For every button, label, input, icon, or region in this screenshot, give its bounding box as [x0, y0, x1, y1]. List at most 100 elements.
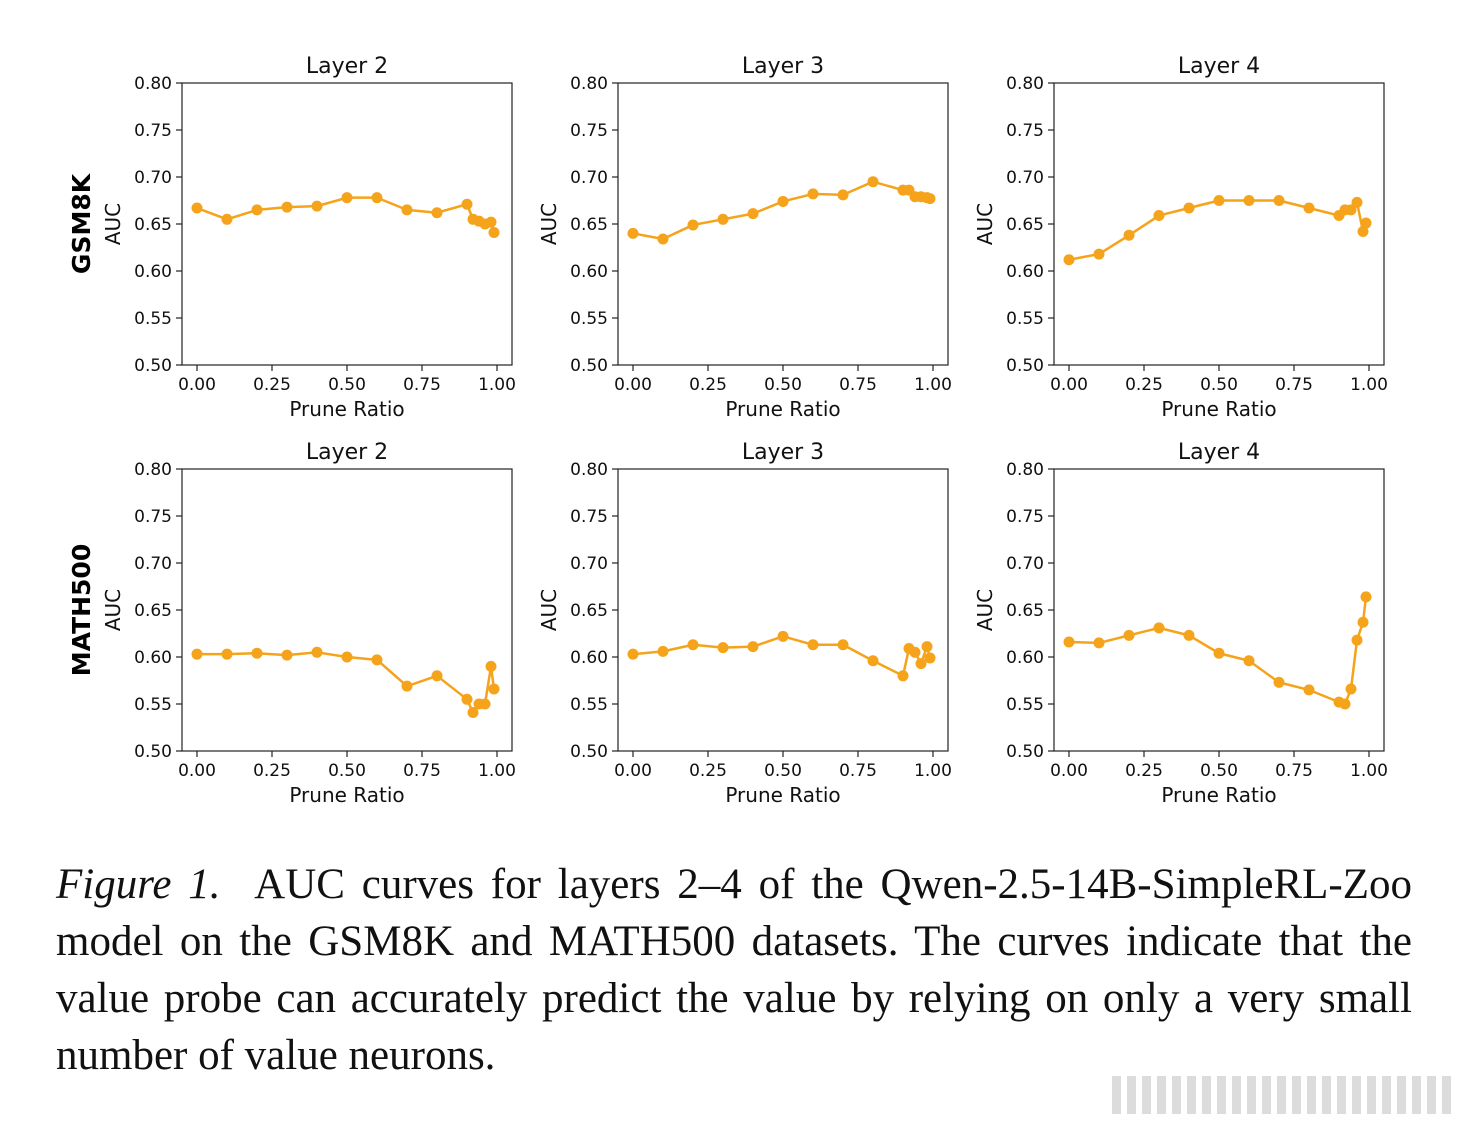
panel-1-data-point: [371, 192, 383, 204]
panel-6-ytick-label: 0.70: [1006, 554, 1044, 574]
panel-1-data-point: [431, 207, 443, 219]
row-label-math500: MATH500: [67, 544, 96, 676]
panel-2-ytick-label: 0.60: [570, 262, 608, 282]
panel-1-xtick-label: 0.50: [328, 375, 366, 395]
panel-5-xtick-label: 0.25: [689, 761, 727, 781]
panel-5-frame: [617, 468, 949, 752]
caption-text: AUC curves for layers 2–4 of the Qwen-2.…: [56, 861, 1413, 1079]
panel-5-ytick-label: 0.55: [570, 695, 608, 715]
panel-1-data-point: [251, 204, 263, 216]
panel-3-ytick-label: 0.55: [1006, 309, 1044, 329]
panel-2-data-point: [747, 208, 759, 220]
figure-chart-grid: GSM8K MATH500 Layer 2 0.50 0.55 0.60 0.65 0.7…: [67, 54, 1388, 807]
panel-6-xlabel: Prune Ratio: [1161, 783, 1276, 807]
panel-3-frame: [1053, 82, 1385, 366]
panel-1-ylabel: AUC: [101, 203, 125, 245]
panel-6-data-point: [1339, 698, 1351, 710]
panel-2-data-point: [717, 213, 729, 225]
panel-1-ytick-label: 0.55: [134, 309, 172, 329]
panel-3-data-point: [1063, 254, 1075, 266]
panel-4-frame: [181, 468, 513, 752]
panel-6: Layer 4 0.50 0.55 0.60 0.65 0.70 0.75 0.80 0.00 0…: [973, 440, 1388, 807]
panel-3-data-point: [1357, 226, 1369, 238]
panel-4: Layer 2 0.50 0.55 0.60 0.65 0.70 0.75 0.80 0.00 0…: [101, 440, 516, 807]
panel-5-data-point: [627, 648, 639, 660]
panel-3-data-point: [1183, 202, 1195, 214]
panel-1-data-point: [401, 204, 413, 216]
panel-4-data-point: [485, 660, 497, 672]
panel-6-frame: [1053, 468, 1385, 752]
panel-4-ytick-label: 0.55: [134, 695, 172, 715]
panel-5-data-point: [867, 655, 879, 667]
panel-5-data-point: [915, 658, 927, 670]
panel-3-ylabel: AUC: [973, 203, 997, 245]
panel-1-ytick-label: 0.50: [134, 356, 172, 376]
panel-2-xtick-label: 0.25: [689, 375, 727, 395]
panel-4-data-point: [281, 649, 293, 661]
panel-6-data-point: [1093, 637, 1105, 649]
panel-3-xtick-label: 0.75: [1275, 375, 1313, 395]
panel-5-ytick-label: 0.80: [570, 460, 608, 480]
panel-2-ytick-label: 0.80: [570, 74, 608, 94]
panel-5-data-point: [657, 645, 669, 657]
panel-4-data-point: [401, 680, 413, 692]
panel-3-xtick-label: 0.50: [1200, 375, 1238, 395]
panel-1-xlabel: Prune Ratio: [289, 397, 404, 421]
panel-1-data-point: [485, 216, 497, 228]
panel-5-ytick-label: 0.70: [570, 554, 608, 574]
panel-5-data-point: [717, 642, 729, 654]
panel-2-frame: [617, 82, 949, 366]
panel-4-data-point: [467, 706, 479, 718]
panel-4-ylabel: AUC: [101, 589, 125, 631]
panel-5-ylabel: AUC: [537, 589, 561, 631]
panel-3-ytick-label: 0.65: [1006, 215, 1044, 235]
panel-2-data-point: [657, 233, 669, 245]
panel-3-ytick-label: 0.50: [1006, 356, 1044, 376]
panel-2-series-line: [632, 180, 931, 241]
panel-1-ytick-label: 0.70: [134, 168, 172, 188]
panel-4-xtick-label: 0.25: [253, 761, 291, 781]
panel-4-ytick-label: 0.70: [134, 554, 172, 574]
panel-6-data-point: [1063, 636, 1075, 648]
panel-4-data-point: [371, 654, 383, 666]
panel-2-data-point: [777, 195, 789, 207]
panel-2-data-point: [687, 219, 699, 231]
panel-6-ytick-label: 0.60: [1006, 648, 1044, 668]
panel-2-ytick-label: 0.70: [570, 168, 608, 188]
panel-4-ytick-label: 0.50: [134, 742, 172, 762]
panel-4-data-point: [431, 670, 443, 682]
panel-4-xtick-label: 0.50: [328, 761, 366, 781]
panel-2-xtick-label: 0.50: [764, 375, 802, 395]
panel-6-data-point: [1153, 622, 1165, 634]
panel-5-data-point: [921, 641, 933, 653]
panel-3-ytick-label: 0.80: [1006, 74, 1044, 94]
panel-5: Layer 3 0.50 0.55 0.60 0.65 0.70 0.75 0.80 0.00 0…: [537, 440, 952, 807]
panel-4-data-point: [488, 683, 500, 695]
panel-5-xlabel: Prune Ratio: [725, 783, 840, 807]
panel-2-data-point: [807, 188, 819, 200]
panel-6-xtick-label: 0.00: [1050, 761, 1088, 781]
panel-5-ytick-label: 0.60: [570, 648, 608, 668]
panel-1-xtick-label: 1.00: [478, 375, 516, 395]
row-label-gsm8k: GSM8K: [67, 172, 96, 274]
panel-6-ytick-label: 0.55: [1006, 695, 1044, 715]
panel-4-data-point: [251, 647, 263, 659]
panel-4-data-point: [191, 648, 203, 660]
panel-3-title: Layer 4: [1178, 54, 1260, 79]
panel-3-data-point: [1303, 202, 1315, 214]
panel-3-xtick-label: 1.00: [1350, 375, 1388, 395]
panel-4-data-point: [461, 693, 473, 705]
panel-2-data-point: [924, 193, 936, 205]
panel-2-data-point: [627, 227, 639, 239]
panel-4-data-point: [311, 646, 323, 658]
watermark-overlay: [1112, 1076, 1452, 1114]
panel-5-xtick-label: 0.50: [764, 761, 802, 781]
panel-5-ytick-label: 0.65: [570, 601, 608, 621]
figure-caption: Figure 1. AUC curves for layers 2–4 of t…: [56, 856, 1412, 1084]
panel-5-data-point: [924, 652, 936, 664]
panel-4-ytick-label: 0.75: [134, 507, 172, 527]
panel-3-xtick-label: 0.00: [1050, 375, 1088, 395]
panel-4-xtick-label: 1.00: [478, 761, 516, 781]
panel-6-data-point: [1360, 591, 1372, 603]
panel-1-xtick-label: 0.75: [403, 375, 441, 395]
